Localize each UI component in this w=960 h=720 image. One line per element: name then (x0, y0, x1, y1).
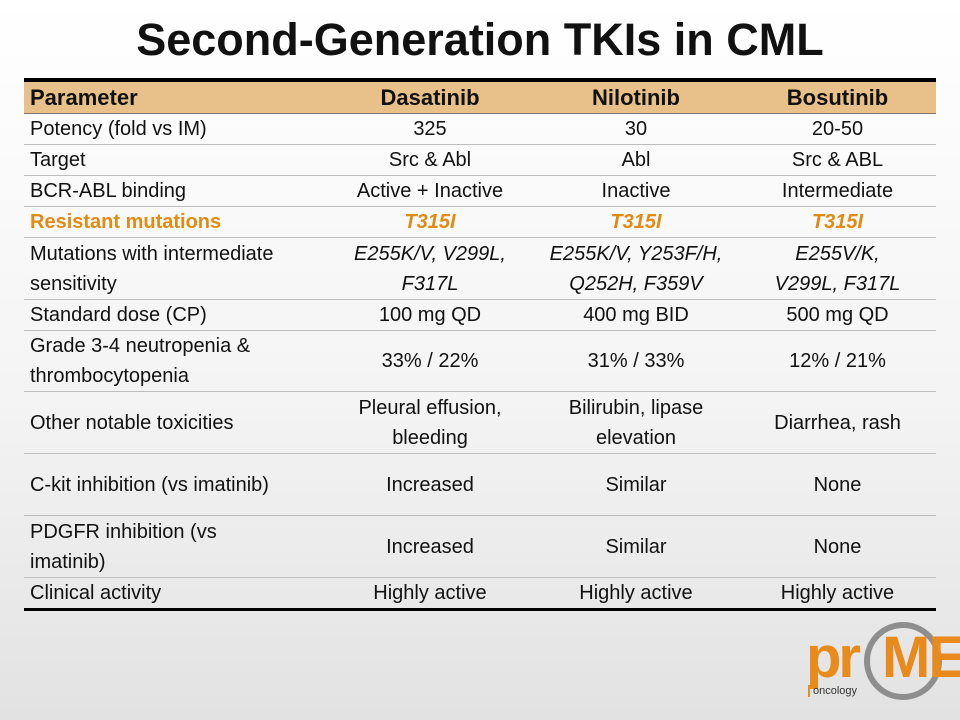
cell-bosutinib: E255V/K, V299L, F317L (774, 242, 901, 295)
cell-dasatinib: Src & Abl (388, 149, 472, 171)
cell-dasatinib: T315I (404, 211, 456, 233)
logo-text-suffix: ME (882, 625, 960, 690)
row-label: Potency (fold vs IM) (30, 118, 207, 140)
column-header-parameter: Parameter (30, 84, 138, 110)
cell-dasatinib: Active + Inactive (356, 180, 504, 202)
table-header-row: Parameter Dasatinib Nilotinib Bosutinib (24, 80, 936, 114)
cell-bosutinib: None (813, 473, 862, 496)
row-label: PDGFR inhibition (vs imatinib) (30, 520, 217, 573)
logo-ring-icon (864, 622, 942, 700)
cell-nilotinib: Highly active (579, 582, 693, 604)
slide-title: Second-Generation TKIs in CML (136, 14, 824, 65)
row-label: Target (30, 149, 86, 171)
cell-dasatinib: Increased (386, 535, 474, 558)
cell-dasatinib: 100 mg QD (378, 304, 482, 326)
cell-dasatinib: Increased (386, 473, 474, 496)
row-label: C-kit inhibition (vs imatinib) (30, 473, 269, 496)
cell-bosutinib: Highly active (780, 582, 895, 604)
cell-bosutinib: None (813, 535, 862, 558)
cell-bosutinib: Intermediate (781, 180, 894, 202)
cell-bosutinib: Diarrhea, rash (774, 411, 901, 434)
cell-dasatinib: Highly active (373, 582, 487, 604)
cell-dasatinib: E255K/V, V299L, F317L (354, 242, 506, 295)
table-row: Potency (fold vs IM) 325 30 20-50 (24, 114, 936, 145)
table-row: BCR-ABL binding Active + Inactive Inacti… (24, 176, 936, 207)
tki-comparison-table: Parameter Dasatinib Nilotinib Bosutinib … (24, 78, 936, 611)
cell-bosutinib: T315I (811, 211, 864, 233)
column-header-bosutinib: Bosutinib (786, 84, 889, 110)
table-row: Other notable toxicities Pleural effusio… (24, 392, 936, 454)
logo-subtitle: oncology (808, 685, 857, 697)
cell-bosutinib: 20-50 (811, 118, 864, 140)
cell-bosutinib: Src & ABL (791, 149, 884, 171)
table-row: PDGFR inhibition (vs imatinib) Increased… (24, 516, 936, 578)
table-row: Grade 3-4 neutropenia & thrombocytopenia… (24, 331, 936, 392)
cell-nilotinib: T315I (610, 211, 662, 233)
table-row: Standard dose (CP) 100 mg QD 400 mg BID … (24, 300, 936, 331)
row-label: Clinical activity (30, 582, 162, 604)
cell-bosutinib: 12% / 21% (789, 350, 886, 372)
row-label: Other notable toxicities (30, 411, 234, 434)
table-row: C-kit inhibition (vs imatinib) Increased… (24, 454, 936, 516)
cell-dasatinib: 33% / 22% (381, 350, 479, 372)
column-header-nilotinib: Nilotinib (592, 84, 680, 110)
cell-nilotinib: E255K/V, Y253F/H, Q252H, F359V (549, 242, 723, 295)
cell-nilotinib: 30 (624, 118, 648, 140)
column-header-dasatinib: Dasatinib (380, 84, 480, 110)
cell-dasatinib: 325 (413, 118, 447, 140)
row-label: Standard dose (CP) (30, 304, 207, 326)
cell-nilotinib: Similar (605, 473, 667, 496)
table-row: Clinical activity Highly active Highly a… (24, 578, 936, 610)
logo-text-prefix: pr (806, 625, 861, 690)
table-row-highlighted: Resistant mutations T315I T315I T315I (24, 207, 936, 238)
row-label: Grade 3-4 neutropenia & thrombocytopenia (30, 335, 251, 387)
prime-oncology-logo: pr ME oncology (806, 622, 960, 718)
cell-dasatinib: Pleural effusion, bleeding (358, 396, 502, 449)
cell-nilotinib: Abl (621, 149, 651, 171)
cell-bosutinib: 500 mg QD (786, 304, 889, 326)
row-label: Resistant mutations (30, 211, 222, 233)
cell-nilotinib: Similar (605, 535, 667, 558)
cell-nilotinib: Bilirubin, lipase elevation (568, 396, 704, 449)
cell-nilotinib: 400 mg BID (583, 304, 689, 326)
table-row: Target Src & Abl Abl Src & ABL (24, 145, 936, 176)
row-label: Mutations with intermediate sensitivity (30, 242, 274, 295)
table-row: Mutations with intermediate sensitivity … (24, 238, 936, 300)
row-label: BCR-ABL binding (30, 180, 187, 202)
cell-nilotinib: Inactive (601, 180, 671, 202)
cell-nilotinib: 31% / 33% (587, 350, 685, 372)
